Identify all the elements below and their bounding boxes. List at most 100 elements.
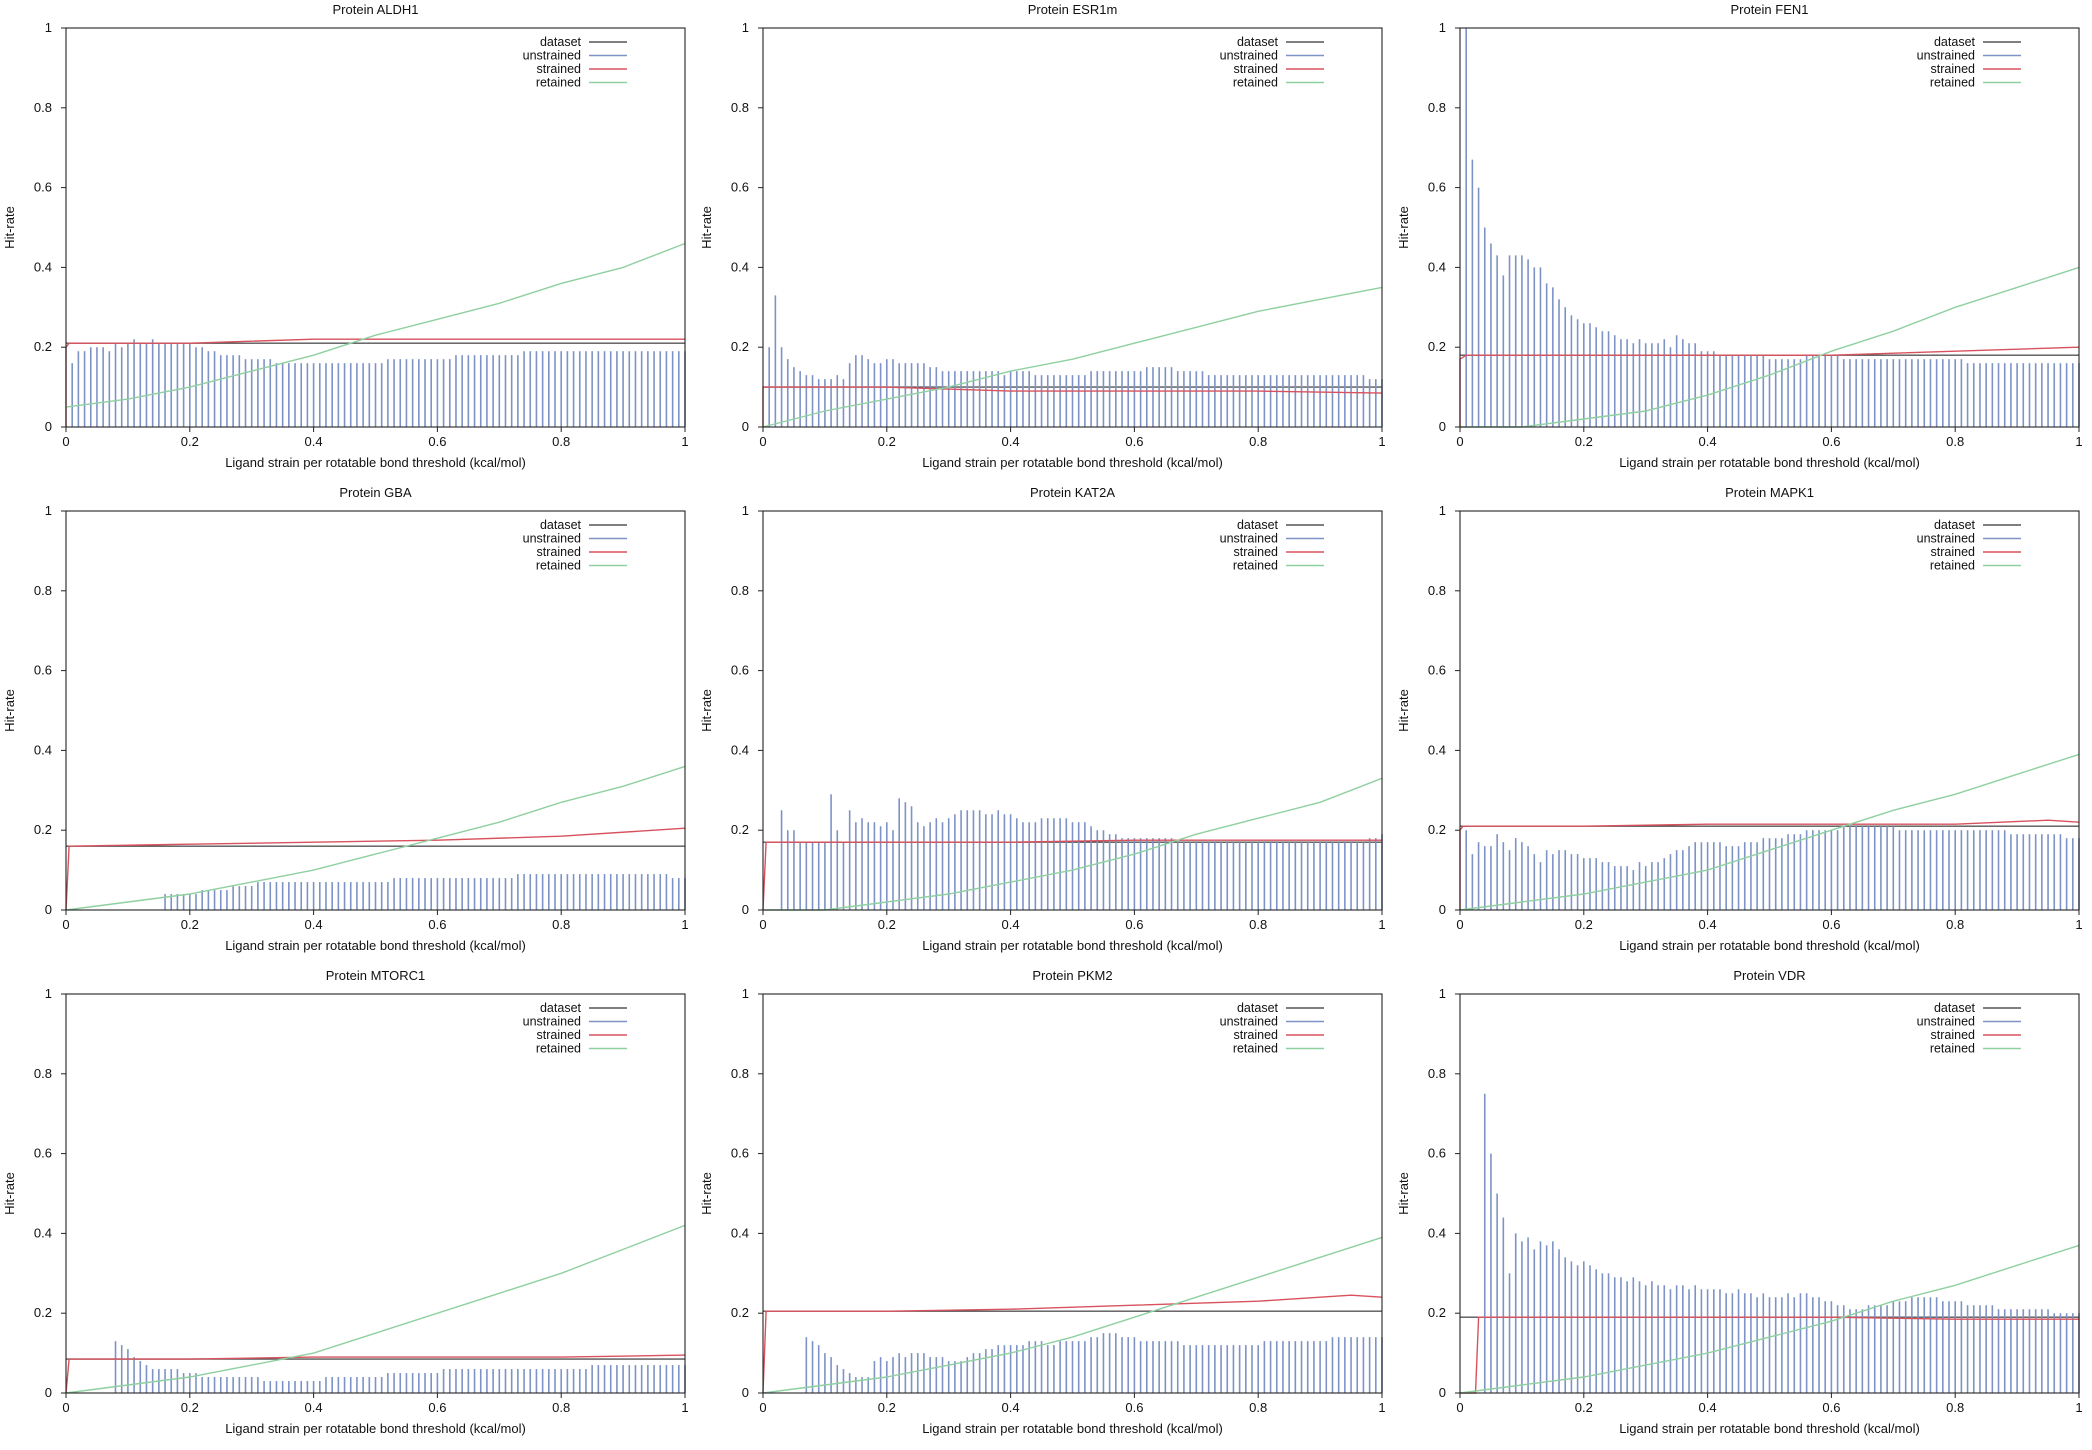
x-tick-label: 0.2 (1575, 1400, 1593, 1415)
plot-frame (65, 993, 686, 1394)
legend-label: unstrained (1220, 1015, 1278, 1029)
y-axis-label: Hit-rate (2, 206, 17, 249)
y-tick-label: 0.2 (1428, 822, 1446, 837)
unstrained-bars (1483, 1093, 2080, 1393)
chart-panel: Protein ESR1m 0 0.2 0.4 0.6 0.8 1 0 0.2 0.4 0.6 0.8… (699, 2, 1386, 470)
y-tick-label: 0.4 (731, 1225, 749, 1240)
chart-panel: Protein PKM2 0 0.2 0.4 0.6 0.8 1 0 0.2 0.4 0.6 0.8 1… (699, 968, 1386, 1436)
y-tick-label: 0.4 (34, 259, 52, 274)
unstrained-bars (114, 1341, 686, 1393)
chart-title: Protein KAT2A (1030, 485, 1115, 500)
x-tick-label: 0.8 (1946, 1400, 1964, 1415)
x-axis-label: Ligand strain per rotatable bond thresho… (225, 1421, 526, 1436)
y-tick-label: 0.8 (34, 1066, 52, 1081)
chart-panel: Protein MTORC1 0 0.2 0.4 0.6 0.8 1 0 0.2 0.4 0.6 0.… (2, 968, 689, 1436)
y-tick-label: 0.8 (1428, 100, 1446, 115)
retained-line (65, 1224, 686, 1394)
plot-frame (1459, 27, 2080, 428)
chart-title: Protein VDR (1733, 968, 1805, 983)
x-tick-label: 0.8 (1249, 1400, 1267, 1415)
y-axis-label: Hit-rate (699, 689, 714, 732)
x-tick-label: 0 (1456, 917, 1463, 932)
y-tick-label: 1 (742, 20, 749, 35)
x-tick-label: 1 (1378, 434, 1385, 449)
y-tick-label: 0 (45, 1385, 52, 1400)
y-axis-label: Hit-rate (2, 1172, 17, 1215)
unstrained-bars (1465, 28, 2080, 427)
legend-label: dataset (1237, 1001, 1279, 1015)
plot-frame (1459, 510, 2080, 911)
y-tick-label: 0.2 (731, 822, 749, 837)
y-tick-label: 0.6 (731, 180, 749, 195)
chart-title: Protein MTORC1 (326, 968, 425, 983)
x-tick-label: 1 (1378, 1400, 1385, 1415)
x-tick-label: 0.8 (1249, 917, 1267, 932)
x-tick-label: 0.8 (552, 434, 570, 449)
x-tick-label: 0.8 (1946, 917, 1964, 932)
legend-label: retained (536, 1042, 581, 1056)
legend-label: retained (1930, 76, 1975, 90)
x-tick-label: 0.4 (305, 917, 323, 932)
y-tick-label: 0.4 (731, 742, 749, 757)
y-tick-label: 0.4 (34, 742, 52, 757)
x-tick-label: 0 (62, 917, 69, 932)
legend-label: dataset (540, 35, 582, 49)
y-axis-label: Hit-rate (1396, 206, 1411, 249)
x-axis-label: Ligand strain per rotatable bond thresho… (922, 1421, 1223, 1436)
retained-line (762, 286, 1383, 428)
x-tick-label: 1 (1378, 917, 1385, 932)
x-tick-label: 0.2 (878, 434, 896, 449)
y-tick-label: 0.8 (1428, 1066, 1446, 1081)
x-tick-label: 0.2 (878, 917, 896, 932)
legend-label: unstrained (1220, 532, 1278, 546)
x-tick-label: 0 (62, 434, 69, 449)
x-tick-label: 0.2 (1575, 434, 1593, 449)
x-axis-label: Ligand strain per rotatable bond thresho… (922, 938, 1223, 953)
x-tick-label: 0.6 (1822, 917, 1840, 932)
x-tick-label: 0.2 (181, 917, 199, 932)
y-tick-label: 0.2 (1428, 339, 1446, 354)
y-tick-label: 0.2 (34, 1305, 52, 1320)
chart-title: Protein PKM2 (1032, 968, 1112, 983)
legend-label: dataset (1934, 1001, 1976, 1015)
y-tick-label: 0 (45, 902, 52, 917)
x-tick-label: 1 (2075, 917, 2082, 932)
legend-label: dataset (540, 1001, 582, 1015)
legend-label: retained (1233, 76, 1278, 90)
x-tick-label: 0.4 (1699, 917, 1717, 932)
y-tick-label: 0.8 (731, 1066, 749, 1081)
x-tick-label: 0 (759, 1400, 766, 1415)
x-tick-label: 0 (759, 917, 766, 932)
y-tick-label: 0.6 (1428, 663, 1446, 678)
y-tick-label: 0.6 (1428, 1146, 1446, 1161)
x-tick-label: 0.2 (878, 1400, 896, 1415)
chart-title: Protein MAPK1 (1725, 485, 1814, 500)
y-tick-label: 0.4 (34, 1225, 52, 1240)
y-tick-label: 1 (1439, 20, 1446, 35)
y-tick-label: 0 (1439, 1385, 1446, 1400)
x-tick-label: 0.6 (1125, 1400, 1143, 1415)
legend-label: retained (536, 76, 581, 90)
y-tick-label: 0.6 (34, 663, 52, 678)
legend-label: dataset (540, 518, 582, 532)
plot-frame (762, 27, 1383, 428)
x-tick-label: 0.4 (1002, 917, 1020, 932)
legend-label: unstrained (1220, 49, 1278, 63)
legend-label: strained (1234, 545, 1279, 559)
legend-label: unstrained (523, 1015, 581, 1029)
legend-label: unstrained (523, 49, 581, 63)
unstrained-bars (805, 1333, 1383, 1393)
x-axis-label: Ligand strain per rotatable bond thresho… (1619, 938, 1920, 953)
chart-title: Protein ALDH1 (333, 2, 419, 17)
x-tick-label: 0.4 (1002, 1400, 1020, 1415)
strained-line (65, 827, 686, 911)
unstrained-bars (71, 339, 686, 427)
legend-label: strained (1931, 62, 1976, 76)
legend-label: dataset (1237, 35, 1279, 49)
strained-line (1459, 819, 2080, 910)
x-tick-label: 0.8 (1946, 434, 1964, 449)
y-axis-label: Hit-rate (699, 206, 714, 249)
